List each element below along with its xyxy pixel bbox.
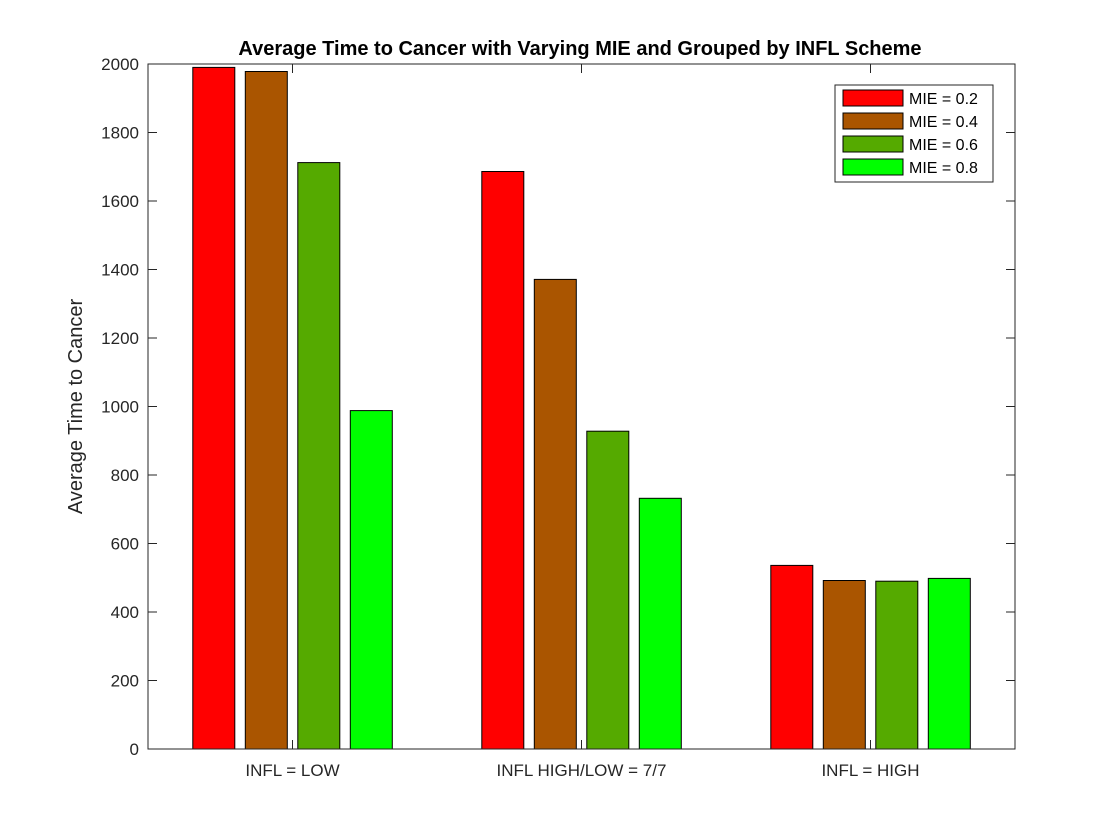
y-tick-label-2: 400 <box>111 603 139 622</box>
bar-3-2 <box>586 430 630 750</box>
y-tick-label-3: 600 <box>111 535 139 554</box>
bar-4-2 <box>638 497 682 750</box>
bar-4-1 <box>349 410 393 750</box>
legend-label-4: MIE = 0.8 <box>909 160 978 177</box>
y-tick-label-0: 0 <box>130 740 139 759</box>
bar-2-2 <box>533 278 577 750</box>
chart-title: Average Time to Cancer with Varying MIE … <box>238 38 921 60</box>
bars-group <box>192 66 971 750</box>
x-tick-label-0: INFL = LOW <box>245 761 339 780</box>
y-tick-label-6: 1200 <box>101 329 139 348</box>
legend-swatch-4 <box>842 158 904 176</box>
bar-3-1 <box>297 162 341 750</box>
y-tick-label-10: 2000 <box>101 55 139 74</box>
y-axis-label: Average Time to Cancer <box>65 299 87 515</box>
legend-label-2: MIE = 0.4 <box>909 114 978 131</box>
bar-1-1 <box>192 66 236 750</box>
x-tick-label-1: INFL HIGH/LOW = 7/7 <box>497 761 667 780</box>
y-tick-label-8: 1600 <box>101 192 139 211</box>
y-tick-label-9: 1800 <box>101 124 139 143</box>
bar-2-1 <box>244 71 288 750</box>
y-tick-label-4: 800 <box>111 466 139 485</box>
bar-2-3 <box>822 580 866 750</box>
y-tick-label-1: 200 <box>111 672 139 691</box>
legend-label-1: MIE = 0.2 <box>909 91 978 108</box>
bar-4-3 <box>927 577 971 750</box>
bar-1-3 <box>770 564 814 750</box>
legend-label-3: MIE = 0.6 <box>909 137 978 154</box>
x-tick-label-2: INFL = HIGH <box>821 761 919 780</box>
legend-swatch-2 <box>842 112 904 130</box>
bar-3-3 <box>875 580 919 750</box>
y-tick-label-7: 1400 <box>101 261 139 280</box>
legend-swatch-3 <box>842 135 904 153</box>
bar-1-2 <box>481 171 525 750</box>
axes-group: 0 200 400 600 800 1000 1200 1400 1600 1800 2000 INF… <box>101 55 1016 780</box>
legend-swatch-1 <box>842 89 904 107</box>
y-tick-label-5: 1000 <box>101 398 139 417</box>
legend: MIE = 0.2 MIE = 0.4 MIE = 0.6 MIE = 0.8 <box>834 84 994 183</box>
